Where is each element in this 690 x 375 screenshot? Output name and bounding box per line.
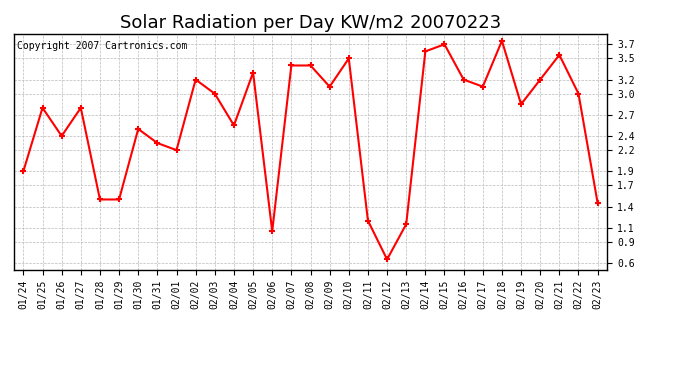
Text: Copyright 2007 Cartronics.com: Copyright 2007 Cartronics.com xyxy=(17,41,187,51)
Title: Solar Radiation per Day KW/m2 20070223: Solar Radiation per Day KW/m2 20070223 xyxy=(120,14,501,32)
